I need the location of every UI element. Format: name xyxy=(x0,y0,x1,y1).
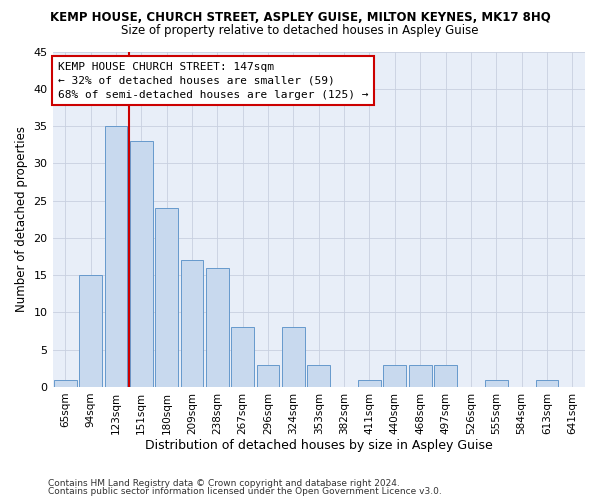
X-axis label: Distribution of detached houses by size in Aspley Guise: Distribution of detached houses by size … xyxy=(145,440,493,452)
Bar xyxy=(231,328,254,387)
Bar xyxy=(434,364,457,387)
Bar xyxy=(181,260,203,387)
Bar xyxy=(282,328,305,387)
Text: Contains public sector information licensed under the Open Government Licence v3: Contains public sector information licen… xyxy=(48,487,442,496)
Text: Contains HM Land Registry data © Crown copyright and database right 2024.: Contains HM Land Registry data © Crown c… xyxy=(48,478,400,488)
Bar xyxy=(257,364,280,387)
Y-axis label: Number of detached properties: Number of detached properties xyxy=(15,126,28,312)
Text: KEMP HOUSE, CHURCH STREET, ASPLEY GUISE, MILTON KEYNES, MK17 8HQ: KEMP HOUSE, CHURCH STREET, ASPLEY GUISE,… xyxy=(50,11,550,24)
Bar xyxy=(409,364,431,387)
Bar xyxy=(54,380,77,387)
Bar xyxy=(358,380,381,387)
Bar xyxy=(383,364,406,387)
Text: KEMP HOUSE CHURCH STREET: 147sqm
← 32% of detached houses are smaller (59)
68% o: KEMP HOUSE CHURCH STREET: 147sqm ← 32% o… xyxy=(58,62,368,100)
Bar xyxy=(130,141,152,387)
Bar xyxy=(104,126,127,387)
Bar xyxy=(536,380,559,387)
Bar xyxy=(307,364,330,387)
Bar xyxy=(485,380,508,387)
Bar xyxy=(79,275,102,387)
Text: Size of property relative to detached houses in Aspley Guise: Size of property relative to detached ho… xyxy=(121,24,479,37)
Bar xyxy=(206,268,229,387)
Bar xyxy=(155,208,178,387)
